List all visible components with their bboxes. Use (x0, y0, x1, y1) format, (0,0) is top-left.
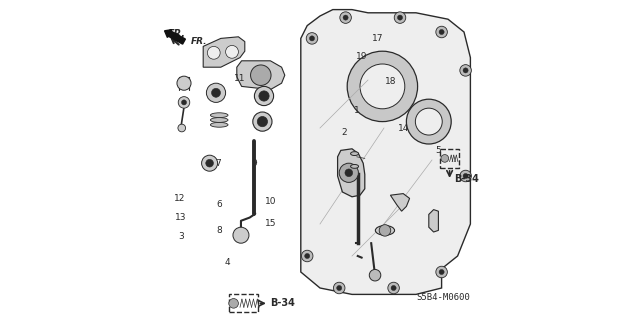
Circle shape (251, 65, 271, 85)
Polygon shape (429, 210, 438, 232)
Ellipse shape (211, 123, 228, 127)
Ellipse shape (375, 226, 394, 235)
Text: 17: 17 (372, 34, 383, 43)
Circle shape (259, 91, 269, 101)
Circle shape (397, 15, 403, 20)
Circle shape (415, 108, 442, 135)
Text: 14: 14 (397, 124, 409, 132)
Text: FR.: FR. (168, 28, 186, 39)
Polygon shape (204, 37, 245, 67)
Text: 1: 1 (354, 106, 360, 115)
Circle shape (206, 83, 226, 102)
Circle shape (337, 285, 342, 291)
Circle shape (310, 36, 315, 41)
Circle shape (202, 155, 218, 171)
Circle shape (255, 86, 274, 106)
Circle shape (379, 225, 390, 236)
Text: B-34: B-34 (270, 298, 295, 308)
Circle shape (360, 64, 404, 109)
Circle shape (207, 46, 220, 59)
Ellipse shape (351, 152, 358, 156)
Circle shape (182, 100, 187, 105)
Circle shape (301, 250, 313, 262)
Circle shape (339, 163, 358, 182)
FancyArrow shape (164, 30, 186, 44)
Circle shape (441, 155, 449, 162)
Circle shape (460, 170, 471, 182)
Ellipse shape (351, 164, 358, 168)
Text: 2: 2 (341, 128, 347, 137)
Text: 15: 15 (265, 220, 276, 228)
Text: 8: 8 (216, 226, 222, 235)
Circle shape (340, 12, 351, 23)
Circle shape (343, 15, 348, 20)
Circle shape (211, 88, 220, 97)
Text: 10: 10 (265, 197, 276, 206)
Circle shape (206, 159, 214, 167)
Circle shape (233, 227, 249, 243)
Circle shape (257, 116, 268, 127)
Circle shape (178, 97, 189, 108)
Text: FR.: FR. (191, 37, 207, 46)
Circle shape (305, 253, 310, 259)
Polygon shape (301, 10, 470, 294)
Text: 4: 4 (225, 258, 230, 267)
Text: 11: 11 (234, 74, 246, 83)
Text: 16: 16 (348, 159, 359, 168)
Text: 5: 5 (436, 146, 441, 155)
Text: S5B4-M0600: S5B4-M0600 (417, 293, 470, 302)
Ellipse shape (211, 118, 228, 123)
Polygon shape (237, 61, 285, 90)
Text: 18: 18 (385, 77, 396, 86)
Circle shape (347, 51, 417, 122)
Circle shape (439, 269, 444, 275)
Circle shape (345, 169, 353, 177)
Circle shape (394, 12, 406, 23)
Circle shape (229, 299, 239, 308)
Text: 13: 13 (175, 213, 186, 222)
Circle shape (178, 124, 186, 132)
Text: 9: 9 (252, 159, 257, 168)
Circle shape (460, 65, 471, 76)
Circle shape (388, 282, 399, 294)
Circle shape (406, 99, 451, 144)
Circle shape (226, 45, 239, 58)
Text: 6: 6 (216, 200, 222, 209)
Circle shape (436, 26, 447, 38)
Circle shape (177, 76, 191, 90)
Circle shape (439, 29, 444, 35)
Circle shape (463, 173, 468, 179)
Text: 12: 12 (173, 194, 185, 203)
Text: 19: 19 (356, 52, 367, 60)
Circle shape (333, 282, 345, 294)
Circle shape (463, 68, 468, 73)
Text: 3: 3 (178, 232, 184, 241)
Circle shape (307, 33, 317, 44)
Ellipse shape (211, 113, 228, 118)
Circle shape (253, 112, 272, 131)
Text: B-34: B-34 (454, 174, 479, 184)
Polygon shape (338, 149, 365, 197)
Polygon shape (390, 194, 410, 211)
Text: 7: 7 (215, 159, 220, 168)
Circle shape (369, 269, 381, 281)
Circle shape (391, 285, 396, 291)
Circle shape (436, 266, 447, 278)
